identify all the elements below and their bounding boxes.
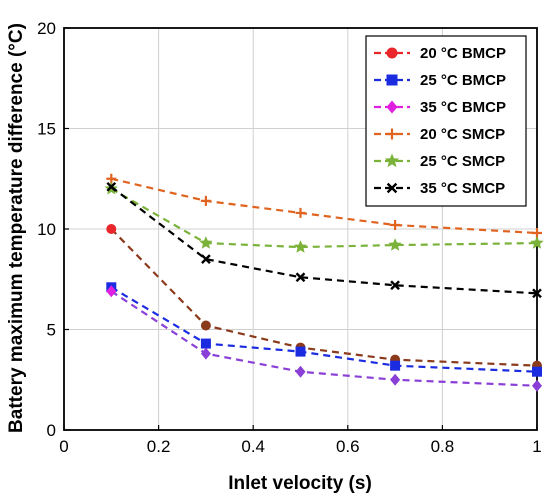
y-tick-label: 20 [37, 19, 56, 38]
legend-item: 35 °C BMCP [374, 99, 506, 116]
series-line [110, 187, 538, 249]
data-point-star [384, 153, 400, 168]
legend-box [365, 35, 527, 207]
series-5 [106, 181, 542, 299]
data-point-diamond [106, 285, 117, 298]
data-point-square [200, 338, 211, 349]
series-3 [106, 173, 542, 239]
legend-label: 35 °C SMCP [420, 180, 505, 197]
series-line [110, 228, 538, 367]
data-point-diamond [532, 379, 542, 392]
legend-label: 35 °C BMCP [420, 99, 506, 116]
y-axis-label: Battery maximum temperature difference (… [6, 23, 27, 433]
data-point-x [386, 182, 398, 194]
data-point-square [295, 346, 306, 357]
data-point-star [293, 240, 308, 253]
data-point-x [532, 288, 542, 299]
series-2 [106, 285, 542, 392]
legend-item: 20 °C BMCP [374, 45, 506, 62]
data-point-x [106, 181, 117, 192]
data-point-circle [386, 47, 398, 59]
y-tick-label: 10 [37, 220, 56, 239]
x-tick-label: 0.2 [147, 437, 171, 456]
legend-label: 25 °C BMCP [420, 72, 506, 89]
x-tick-label: 0.6 [336, 437, 360, 456]
x-axis-label: Inlet velocity (s) [228, 473, 372, 494]
series-line [110, 290, 538, 387]
y-tick-label: 15 [37, 120, 56, 139]
legend: 20 °C BMCP 25 °C BMCP 35 °C BMCP 20 °C SMCP… [365, 35, 527, 207]
legend-item: 20 °C SMCP [374, 126, 505, 143]
x-tick-label: 0.8 [431, 437, 455, 456]
legend-item: 25 °C SMCP [374, 153, 505, 170]
legend-item: 35 °C SMCP [374, 180, 505, 197]
data-point-square [386, 74, 398, 86]
x-tick-label: 0 [59, 437, 68, 456]
legend-label: 20 °C BMCP [420, 45, 506, 62]
legend-label: 20 °C SMCP [420, 126, 505, 143]
series-0 [106, 224, 542, 371]
data-point-star [530, 236, 544, 249]
data-point-plus [295, 207, 306, 218]
series-layer [104, 173, 544, 392]
data-point-x [201, 254, 211, 264]
data-point-diamond [390, 373, 401, 386]
data-point-x [295, 272, 306, 283]
data-point-plus [200, 195, 211, 206]
legend-label: 25 °C SMCP [420, 153, 505, 170]
data-point-plus [386, 128, 398, 140]
y-tick-label: 0 [47, 421, 56, 440]
data-point-star [388, 238, 402, 251]
data-point-x [390, 280, 400, 291]
data-point-square [390, 360, 401, 371]
x-tick-label: 0.4 [241, 437, 265, 456]
data-point-square [532, 366, 542, 377]
data-point-diamond [386, 100, 398, 114]
y-tick-label: 5 [47, 321, 56, 340]
data-point-star [199, 236, 213, 249]
data-point-circle [200, 320, 211, 331]
data-point-plus [390, 219, 401, 230]
x-tick-label: 1 [532, 437, 541, 456]
data-point-diamond [295, 365, 306, 378]
legend-item: 25 °C BMCP [374, 72, 506, 89]
data-point-circle [106, 224, 117, 234]
data-point-diamond [200, 347, 211, 360]
